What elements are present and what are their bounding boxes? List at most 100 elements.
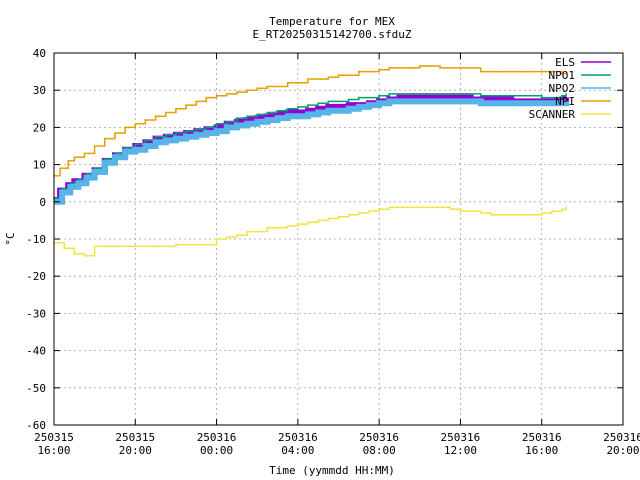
data-point-els <box>256 117 259 119</box>
data-point-npo2 <box>77 182 80 184</box>
data-point-npo1 <box>144 139 147 142</box>
x-tick-date: 250315 <box>34 431 74 444</box>
data-point-els <box>327 106 330 108</box>
data-point-npo2 <box>104 161 106 164</box>
data-point-scanner <box>490 214 492 216</box>
data-point-npo2 <box>398 100 401 103</box>
data-point-npo2 <box>378 102 380 104</box>
data-point-els <box>73 180 76 183</box>
data-point-scanner <box>419 206 421 209</box>
x-tick-time: 20:00 <box>606 444 639 457</box>
data-point-scanner <box>439 206 441 209</box>
data-point-scanner <box>246 230 248 233</box>
data-point-npo2 <box>144 145 147 147</box>
data-point-els <box>490 98 492 101</box>
data-point-npi <box>185 104 187 106</box>
data-point-npo1 <box>256 113 259 116</box>
data-point-scanner <box>154 245 157 248</box>
y-tick-label: -30 <box>26 307 46 320</box>
x-tick-date: 250316 <box>197 431 237 444</box>
data-point-npo2 <box>154 141 157 144</box>
data-point-npo1 <box>246 115 248 117</box>
data-point-scanner <box>449 208 452 210</box>
data-point-scanner <box>510 214 512 216</box>
data-point-npo1 <box>347 98 350 101</box>
data-point-els <box>565 96 567 99</box>
data-point-npo1 <box>205 126 208 129</box>
data-point-npi <box>114 132 116 134</box>
x-tick-date: 250316 <box>522 431 562 444</box>
data-point-npo1 <box>459 93 462 95</box>
data-point-npo2 <box>368 104 370 106</box>
data-point-npo1 <box>225 121 228 123</box>
data-point-npo2 <box>69 186 72 188</box>
series-layer <box>53 65 570 257</box>
data-point-scanner <box>565 206 567 209</box>
data-point-els <box>317 108 320 110</box>
data-point-npo1 <box>104 158 106 160</box>
data-point-npo2 <box>175 137 177 140</box>
data-point-scanner <box>358 212 360 214</box>
data-point-npo2 <box>276 117 279 119</box>
data-point-npo2 <box>85 176 88 179</box>
data-point-npo2 <box>561 102 563 104</box>
data-point-scanner <box>551 210 553 212</box>
data-point-npo2 <box>185 135 187 138</box>
data-point-npi <box>419 65 421 67</box>
data-point-npo2 <box>317 111 320 114</box>
data-point-npo2 <box>327 109 330 112</box>
data-point-npo2 <box>439 100 441 103</box>
data-point-scanner <box>256 230 259 233</box>
data-point-npi <box>520 70 523 73</box>
data-point-npo1 <box>540 96 543 99</box>
x-tick-date: 250316 <box>278 431 318 444</box>
data-point-els <box>297 111 299 114</box>
data-point-npi <box>459 67 462 69</box>
data-point-npi <box>175 108 177 110</box>
data-point-scanner <box>520 214 523 216</box>
data-point-npo1 <box>388 93 391 95</box>
data-point-npi <box>398 67 401 69</box>
data-point-scanner <box>266 227 269 229</box>
data-point-npi <box>565 72 567 75</box>
data-point-els <box>276 113 279 116</box>
data-point-npo1 <box>77 178 80 181</box>
data-point-npi <box>378 68 380 71</box>
x-tick-time: 08:00 <box>363 444 396 457</box>
data-point-npo1 <box>165 134 167 136</box>
data-point-scanner <box>286 225 289 227</box>
data-point-npi <box>307 78 309 80</box>
data-point-npo1 <box>134 143 137 145</box>
data-point-npo2 <box>225 126 228 129</box>
data-point-npi <box>317 78 320 80</box>
data-point-scanner <box>327 217 330 220</box>
data-point-npi <box>276 85 279 88</box>
legend-label-scanner: SCANNER <box>529 108 576 121</box>
data-point-scanner <box>530 214 533 216</box>
data-point-scanner <box>225 236 228 238</box>
x-tick-time: 16:00 <box>525 444 558 457</box>
data-point-scanner <box>63 247 65 250</box>
data-point-npi <box>500 70 502 73</box>
data-point-els <box>500 98 502 101</box>
data-point-npo2 <box>297 115 299 117</box>
y-tick-label: -20 <box>26 270 46 283</box>
data-point-scanner <box>73 253 76 255</box>
data-point-npo2 <box>286 115 289 117</box>
data-point-scanner <box>236 234 238 237</box>
ticks: 403020100-10-20-30-40-50-6025031516:0025… <box>26 47 640 457</box>
data-point-scanner <box>215 238 218 240</box>
data-point-npo1 <box>520 95 523 97</box>
data-point-scanner <box>378 208 380 210</box>
data-point-scanner <box>368 210 370 212</box>
data-point-els <box>246 119 248 121</box>
data-point-scanner <box>83 254 86 257</box>
y-axis-label: °C <box>4 232 17 245</box>
data-point-npo2 <box>540 102 543 104</box>
data-point-npo1 <box>93 167 96 170</box>
data-point-scanner <box>175 243 177 246</box>
data-point-els <box>398 96 401 99</box>
data-point-npo1 <box>124 147 126 149</box>
data-point-els <box>439 96 441 99</box>
data-point-els <box>561 98 563 101</box>
